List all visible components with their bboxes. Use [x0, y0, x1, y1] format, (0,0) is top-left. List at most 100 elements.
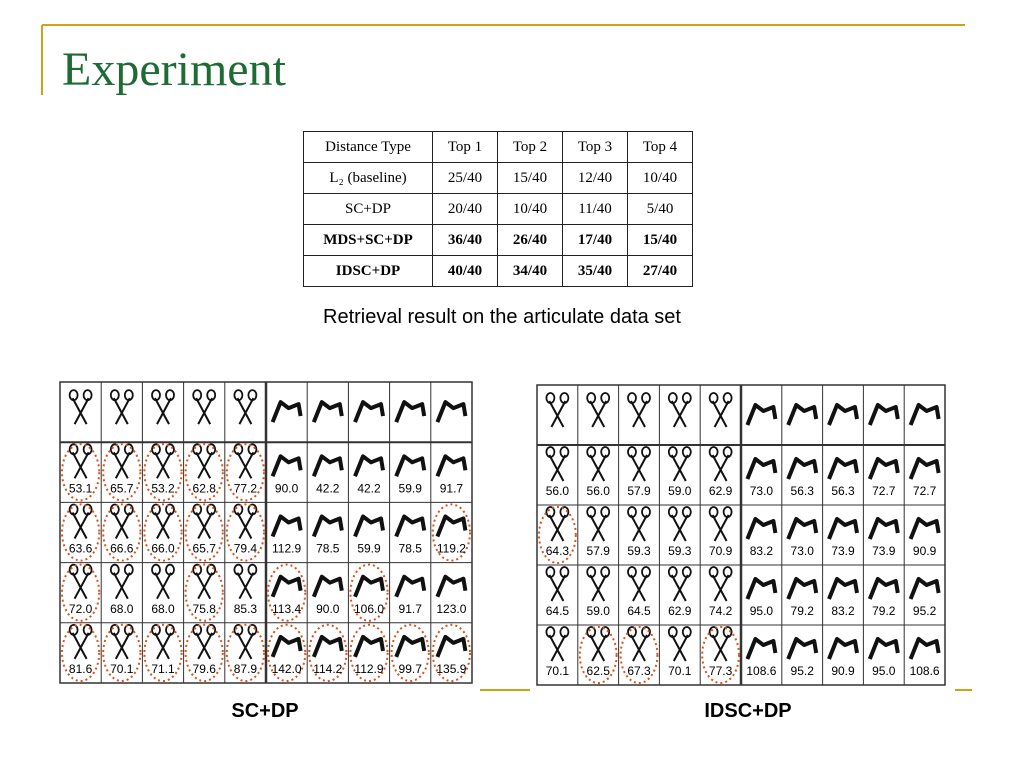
- shape-icon: [908, 457, 941, 481]
- score: 135.9: [436, 662, 466, 676]
- match-circle: [538, 506, 577, 564]
- shape-icon: [233, 623, 258, 660]
- score: 59.0: [668, 484, 692, 498]
- match-circle: [267, 563, 307, 622]
- score: 72.7: [913, 484, 937, 498]
- score: 73.9: [872, 544, 896, 558]
- score: 56.3: [831, 484, 855, 498]
- score: 62.9: [709, 484, 733, 498]
- shape-icon: [745, 517, 778, 541]
- match-circle: [308, 623, 348, 683]
- score: 64.5: [546, 604, 570, 618]
- match-circle: [349, 563, 389, 622]
- score: 65.7: [110, 481, 134, 495]
- score: 42.2: [316, 481, 340, 495]
- table-cell: 17/40: [562, 224, 628, 256]
- score: 62.9: [668, 604, 692, 618]
- shape-icon: [109, 443, 134, 480]
- shape-icon: [233, 389, 258, 426]
- shape-icon: [233, 503, 258, 540]
- table-cell: MDS+SC+DP: [303, 224, 433, 256]
- match-circle: [184, 443, 224, 502]
- score: 95.0: [872, 664, 896, 678]
- shape-icon: [311, 634, 344, 659]
- slide-title: Experiment: [62, 43, 286, 96]
- shape-icon: [151, 503, 175, 540]
- score: 42.2: [357, 481, 381, 495]
- score: 53.2: [151, 481, 175, 495]
- table-row: L₂ (baseline) 25/40 15/40 12/40 10/40: [303, 162, 693, 194]
- score: 73.0: [791, 544, 815, 558]
- match-circle: [61, 563, 101, 622]
- score: 87.9: [234, 662, 258, 676]
- score: 142.0: [272, 662, 302, 676]
- score: 70.9: [709, 544, 733, 558]
- table-cell: 34/40: [497, 255, 563, 287]
- score: 56.0: [587, 484, 611, 498]
- table-cell: 26/40: [497, 224, 563, 256]
- score: 64.3: [546, 544, 570, 558]
- shape-icon: [627, 626, 651, 662]
- shape-icon: [109, 389, 134, 426]
- shape-icon: [867, 517, 900, 541]
- table-cell: 25/40: [432, 162, 498, 194]
- shape-icon: [394, 634, 427, 659]
- match-circle: [390, 623, 430, 683]
- shape-icon: [667, 446, 692, 482]
- score: 64.5: [627, 604, 651, 618]
- grid-label: IDSC+DP: [704, 700, 792, 722]
- score: 91.7: [399, 602, 423, 616]
- shape-icon: [786, 517, 819, 541]
- score: 78.5: [399, 542, 423, 556]
- shape-icon: [233, 443, 258, 480]
- score: 56.0: [546, 484, 570, 498]
- shape-icon: [827, 637, 859, 661]
- shape-icon: [827, 403, 859, 427]
- score: 79.2: [791, 604, 815, 618]
- table-cell: 36/40: [432, 224, 498, 256]
- score: 95.2: [913, 604, 937, 618]
- shape-icon: [109, 503, 134, 540]
- caption: Retrieval result on the articulate data …: [323, 306, 681, 328]
- shape-icon: [270, 400, 303, 425]
- match-circle: [184, 503, 224, 562]
- match-circle: [225, 503, 265, 562]
- shape-icon: [311, 574, 344, 599]
- shape-icon: [353, 514, 385, 539]
- match-circle: [267, 623, 307, 683]
- header-cell: Top 2: [497, 131, 563, 163]
- score: 78.5: [316, 542, 340, 556]
- score: 57.9: [627, 484, 651, 498]
- score: 113.4: [272, 602, 301, 616]
- score: 56.3: [791, 484, 815, 498]
- table-cell: 40/40: [432, 255, 498, 287]
- shape-icon: [545, 506, 570, 542]
- score: 70.1: [110, 662, 134, 676]
- shape-icon: [627, 446, 651, 482]
- match-circle: [61, 443, 101, 502]
- table-cell: 10/40: [627, 162, 693, 194]
- score: 73.0: [750, 484, 774, 498]
- shape-icon: [867, 577, 900, 601]
- shape-icon: [270, 634, 303, 659]
- shape-icon: [435, 454, 468, 479]
- score: 79.2: [872, 604, 896, 618]
- shape-icon: [908, 517, 941, 541]
- match-circle: [701, 626, 740, 684]
- shape-icon: [151, 563, 175, 600]
- shape-icon: [667, 506, 692, 542]
- score: 62.8: [193, 481, 217, 495]
- shape-icon: [545, 392, 570, 428]
- match-circle: [184, 623, 224, 683]
- shape-icon: [867, 457, 900, 481]
- score: 68.0: [110, 602, 134, 616]
- shape-icon: [786, 577, 819, 601]
- score: 59.3: [627, 544, 651, 558]
- table-cell: 20/40: [432, 193, 498, 225]
- match-circle: [184, 563, 224, 622]
- header-cell: Top 1: [432, 131, 498, 163]
- table-cell: 27/40: [627, 255, 693, 287]
- shape-icon: [270, 454, 303, 479]
- score: 62.5: [587, 664, 611, 678]
